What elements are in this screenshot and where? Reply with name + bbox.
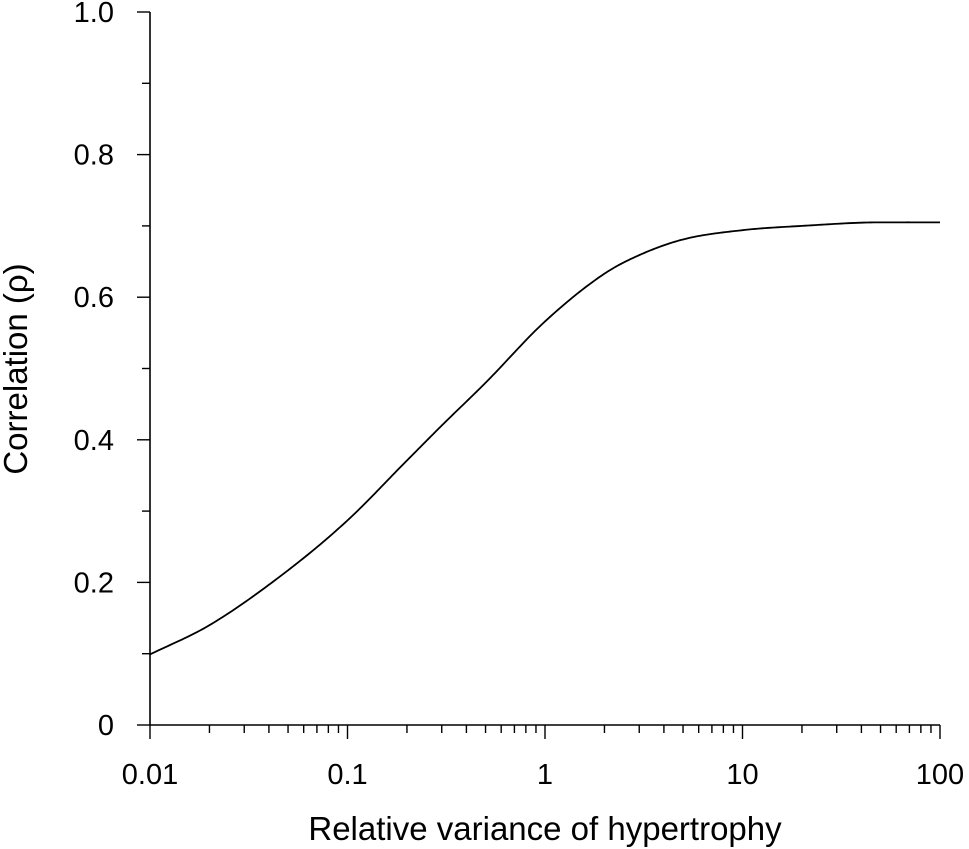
y-tick-label: 0.6 bbox=[74, 282, 114, 314]
series-line bbox=[149, 221, 940, 656]
y-tick-label: 0.8 bbox=[74, 140, 114, 172]
y-axis-title: Correlation (ρ) bbox=[0, 263, 34, 474]
tick-labels-layer: 0 0.2 0.4 0.6 0.8 1.0 0.01 0.1 1 10 100 bbox=[74, 0, 965, 791]
ticks-layer bbox=[137, 11, 941, 739]
y-tick-label: 0.4 bbox=[74, 425, 114, 457]
x-tick-label: 0.01 bbox=[122, 759, 178, 791]
y-tick-label: 0 bbox=[98, 710, 114, 742]
x-tick-label: 0.1 bbox=[327, 759, 367, 791]
y-tick-label: 1.0 bbox=[74, 0, 114, 29]
x-tick-label: 1 bbox=[537, 759, 553, 791]
y-tick-label: 0.2 bbox=[74, 567, 114, 599]
x-axis-title: Relative variance of hypertrophy bbox=[308, 810, 782, 847]
x-tick-label: 10 bbox=[726, 759, 758, 791]
x-tick-label: 100 bbox=[916, 759, 964, 791]
